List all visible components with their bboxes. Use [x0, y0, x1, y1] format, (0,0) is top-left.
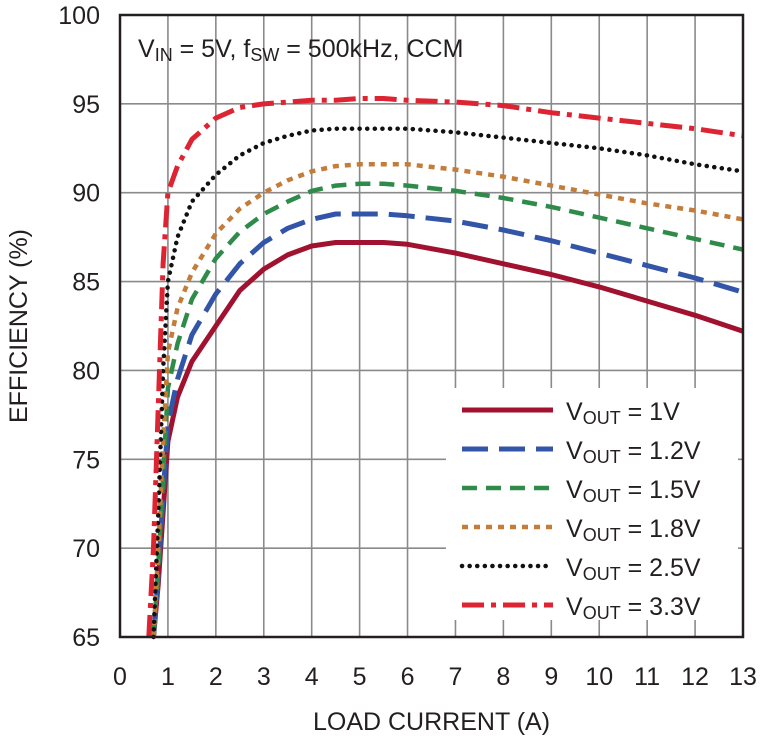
legend-label-6: VOUT = 3.3V — [566, 593, 701, 623]
x-axis-title: LOAD CURRENT (A) — [313, 708, 550, 736]
x-tick-label: 6 — [401, 663, 415, 691]
x-tick-label: 13 — [729, 663, 757, 691]
series-line-2 — [151, 211, 744, 638]
legend-label-4: VOUT = 1.8V — [566, 515, 701, 545]
y-tick-label: 80 — [72, 357, 100, 385]
x-tick-label: 11 — [634, 663, 660, 691]
legend-label-3: VOUT = 1.5V — [566, 476, 701, 506]
y-tick-label: 85 — [72, 269, 100, 297]
y-tick-label: 100 — [58, 2, 100, 30]
y-tick-labels: 65 70 75 80 85 90 95 100 — [58, 2, 100, 652]
x-tick-label: 3 — [257, 663, 271, 691]
x-tick-label: 0 — [113, 663, 127, 691]
y-tick-label: 90 — [72, 180, 100, 208]
legend-label-2: VOUT = 1.2V — [566, 437, 701, 467]
series-line-6 — [146, 96, 744, 638]
series-line-5 — [151, 126, 746, 640]
y-tick-label: 70 — [72, 535, 100, 563]
legend-label-1: VOUT = 1V — [566, 398, 680, 428]
x-tick-label: 12 — [681, 663, 709, 691]
x-tick-labels: 0 1 2 3 4 5 6 7 8 9 10 11 12 13 — [113, 663, 757, 691]
series-lines — [146, 96, 746, 640]
legend-label-5: VOUT = 2.5V — [566, 554, 701, 584]
x-tick-label: 1 — [161, 663, 175, 691]
y-tick-label: 95 — [72, 91, 100, 119]
x-tick-label: 8 — [496, 663, 510, 691]
conditions-annotation: VIN = 5V, fSW = 500kHz, CCM — [138, 35, 463, 65]
x-tick-label: 7 — [449, 663, 463, 691]
plot-frame — [118, 13, 745, 639]
y-tick-label: 65 — [72, 624, 100, 652]
x-tick-label: 4 — [305, 663, 319, 691]
x-tick-label: 9 — [544, 663, 558, 691]
x-tick-label: 2 — [209, 663, 223, 691]
series-line-4 — [151, 162, 744, 638]
series-line-3 — [151, 181, 744, 638]
y-tick-label: 75 — [72, 446, 100, 474]
x-tick-label: 10 — [585, 663, 613, 691]
y-axis-title: EFFICIENCY (%) — [5, 229, 33, 423]
legend: VOUT = 1V VOUT = 1.2V VOUT = 1.5V VOUT = 1.… — [446, 388, 738, 623]
legend-background — [446, 388, 738, 620]
series-line-1 — [151, 240, 744, 638]
x-tick-label: 5 — [353, 663, 367, 691]
